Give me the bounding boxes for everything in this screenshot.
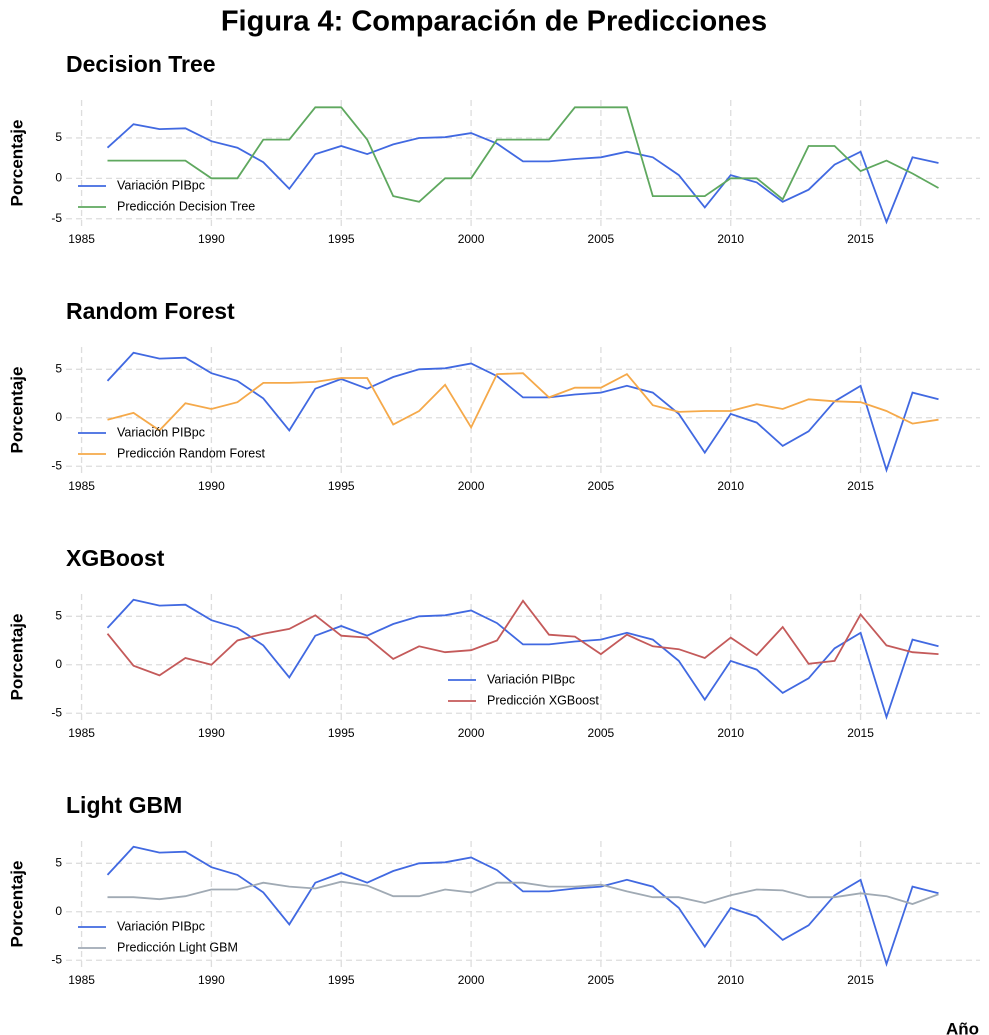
y-tick-label: 5: [55, 608, 62, 622]
x-tick-label: 1985: [68, 726, 95, 740]
x-tick-label: 1995: [328, 232, 355, 246]
y-axis-label: Porcentaje: [7, 861, 26, 948]
x-tick-label: 1995: [328, 726, 355, 740]
y-tick-label: -5: [51, 458, 62, 472]
series-line: [106, 351, 939, 474]
x-axis-label: Año: [946, 1019, 979, 1035]
legend-label: Variación PIBpc: [117, 178, 205, 192]
y-axis-label: Porcentaje: [7, 614, 26, 701]
legend-label: Variación PIBpc: [487, 672, 575, 686]
panel-title: XGBoost: [66, 545, 165, 571]
legend-label: Predicción XGBoost: [487, 693, 599, 707]
legend-label: Predicción Light GBM: [117, 940, 238, 954]
x-tick-label: 2015: [847, 232, 874, 246]
series-line: [106, 598, 939, 721]
y-axis-label: Porcentaje: [7, 120, 26, 207]
x-tick-label: 2015: [847, 479, 874, 493]
y-tick-label: 5: [55, 361, 62, 375]
x-tick-label: 2000: [458, 973, 485, 987]
y-tick-label: 0: [55, 410, 62, 424]
y-tick-label: 0: [55, 657, 62, 671]
x-tick-label: 2005: [588, 973, 615, 987]
y-tick-label: 0: [55, 171, 62, 185]
series-line: [106, 845, 939, 968]
x-tick-label: 2010: [717, 726, 744, 740]
y-tick-label: 5: [55, 855, 62, 869]
legend-label: Predicción Random Forest: [117, 446, 266, 460]
x-tick-label: 1990: [198, 232, 225, 246]
series-line: [106, 123, 939, 225]
x-tick-label: 1985: [68, 479, 95, 493]
legend-label: Variación PIBpc: [117, 919, 205, 933]
series-line: [107, 880, 939, 905]
y-tick-label: -5: [51, 705, 62, 719]
x-tick-label: 1990: [198, 973, 225, 987]
x-tick-label: 1985: [68, 232, 95, 246]
figure-title: Figura 4: Comparación de Predicciones: [221, 6, 767, 38]
panel-title: Light GBM: [66, 792, 182, 818]
x-tick-label: 2000: [458, 232, 485, 246]
x-tick-label: 1995: [328, 479, 355, 493]
x-tick-label: 2005: [588, 479, 615, 493]
series-line: [106, 599, 939, 677]
x-tick-label: 1985: [68, 973, 95, 987]
legend-label: Variación PIBpc: [117, 425, 205, 439]
panel-title: Random Forest: [66, 298, 235, 324]
x-tick-label: 2005: [588, 232, 615, 246]
x-tick-label: 2005: [588, 726, 615, 740]
x-tick-label: 2010: [717, 479, 744, 493]
x-tick-label: 1990: [198, 726, 225, 740]
y-tick-label: 5: [55, 130, 62, 144]
y-tick-label: -5: [51, 952, 62, 966]
panel-title: Decision Tree: [66, 51, 216, 77]
x-tick-label: 2010: [717, 232, 744, 246]
series-line: [107, 372, 939, 432]
x-tick-label: 2015: [847, 726, 874, 740]
x-tick-label: 2010: [717, 973, 744, 987]
y-tick-label: -5: [51, 211, 62, 225]
x-tick-label: 2015: [847, 973, 874, 987]
x-tick-label: 1990: [198, 479, 225, 493]
x-tick-label: 2000: [458, 726, 485, 740]
legend-label: Predicción Decision Tree: [117, 199, 255, 213]
y-axis-label: Porcentaje: [7, 367, 26, 454]
x-tick-label: 2000: [458, 479, 485, 493]
y-tick-label: 0: [55, 904, 62, 918]
series-line: [107, 106, 939, 203]
x-tick-label: 1995: [328, 973, 355, 987]
